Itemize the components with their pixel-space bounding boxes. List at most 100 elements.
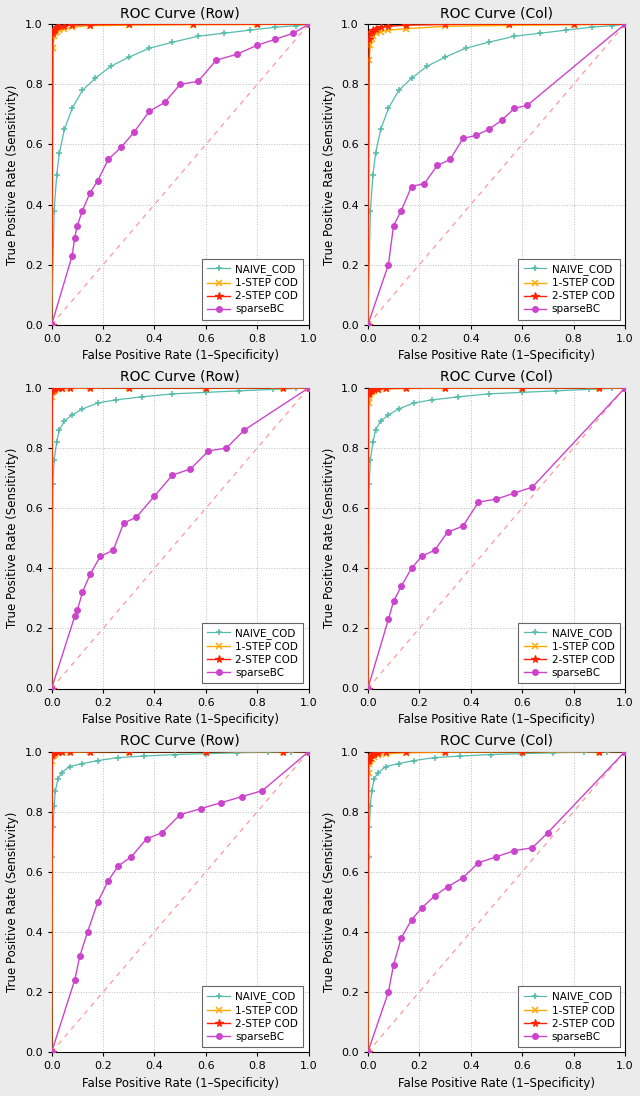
2-STEP COD [368, 384, 376, 397]
2-STEP COD [305, 745, 312, 758]
NAIVE_COD [410, 397, 418, 410]
1-STEP COD [367, 387, 374, 400]
1-STEP COD [506, 19, 513, 32]
1-STEP COD [202, 381, 210, 395]
Line: NAIVE_COD: NAIVE_COD [49, 21, 312, 328]
NAIVE_COD [53, 435, 61, 448]
2-STEP COD [382, 381, 390, 395]
sparseBC [86, 186, 94, 199]
2-STEP COD [368, 747, 376, 761]
2-STEP COD [403, 381, 410, 395]
sparseBC [259, 784, 266, 797]
NAIVE_COD [79, 83, 86, 96]
sparseBC [511, 844, 518, 857]
NAIVE_COD [49, 478, 57, 491]
sparseBC [143, 832, 150, 845]
2-STEP COD [86, 745, 94, 758]
1-STEP COD [305, 18, 312, 31]
sparseBC [446, 153, 454, 167]
2-STEP COD [86, 381, 94, 395]
sparseBC [385, 259, 392, 272]
2-STEP COD [403, 745, 410, 758]
NAIVE_COD [621, 381, 628, 395]
sparseBC [115, 859, 122, 872]
2-STEP COD [365, 751, 373, 764]
2-STEP COD [49, 385, 56, 398]
sparseBC [621, 18, 628, 31]
sparseBC [459, 871, 467, 884]
1-STEP COD [279, 381, 287, 395]
NAIVE_COD [485, 387, 493, 400]
1-STEP COD [51, 747, 58, 761]
Title: ROC Curve (Row): ROC Curve (Row) [120, 7, 240, 20]
sparseBC [431, 889, 438, 902]
1-STEP COD [368, 33, 376, 46]
NAIVE_COD [49, 820, 57, 833]
sparseBC [109, 544, 117, 557]
sparseBC [84, 925, 92, 938]
2-STEP COD [202, 381, 210, 395]
Line: 2-STEP COD: 2-STEP COD [48, 384, 312, 693]
Line: NAIVE_COD: NAIVE_COD [365, 385, 628, 692]
2-STEP COD [595, 381, 603, 395]
NAIVE_COD [385, 102, 392, 115]
sparseBC [474, 495, 482, 509]
1-STEP COD [365, 766, 372, 779]
1-STEP COD [371, 751, 378, 764]
1-STEP COD [365, 54, 373, 67]
sparseBC [305, 381, 312, 395]
1-STEP COD [621, 381, 628, 395]
1-STEP COD [58, 383, 66, 396]
NAIVE_COD [511, 30, 518, 43]
1-STEP COD [385, 24, 392, 37]
NAIVE_COD [608, 19, 616, 32]
sparseBC [459, 520, 467, 533]
NAIVE_COD [461, 42, 469, 55]
1-STEP COD [367, 38, 374, 52]
sparseBC [48, 318, 56, 331]
NAIVE_COD [51, 799, 58, 812]
NAIVE_COD [423, 59, 431, 72]
NAIVE_COD [56, 423, 63, 436]
sparseBC [71, 609, 79, 623]
sparseBC [223, 442, 230, 455]
1-STEP COD [125, 745, 132, 758]
sparseBC [364, 1046, 372, 1059]
sparseBC [205, 444, 212, 457]
sparseBC [130, 126, 138, 139]
sparseBC [48, 682, 56, 695]
2-STEP COD [369, 24, 377, 37]
1-STEP COD [382, 747, 390, 761]
sparseBC [397, 204, 405, 217]
Title: ROC Curve (Row): ROC Curve (Row) [120, 370, 240, 384]
sparseBC [120, 516, 127, 529]
NAIVE_COD [94, 397, 102, 410]
Line: sparseBC: sparseBC [49, 385, 312, 692]
Legend: NAIVE_COD, 1-STEP COD, 2-STEP COD, sparseBC: NAIVE_COD, 1-STEP COD, 2-STEP COD, spars… [202, 259, 303, 320]
1-STEP COD [305, 381, 312, 395]
sparseBC [127, 850, 135, 864]
NAIVE_COD [195, 30, 202, 43]
2-STEP COD [441, 381, 449, 395]
Title: ROC Curve (Col): ROC Curve (Col) [440, 733, 553, 747]
1-STEP COD [86, 19, 94, 32]
2-STEP COD [48, 1046, 56, 1059]
1-STEP COD [374, 384, 382, 397]
2-STEP COD [364, 682, 372, 695]
NAIVE_COD [552, 385, 559, 398]
1-STEP COD [54, 746, 62, 760]
sparseBC [238, 790, 246, 803]
NAIVE_COD [518, 386, 526, 399]
1-STEP COD [403, 381, 410, 395]
NAIVE_COD [56, 147, 63, 160]
Line: 1-STEP COD: 1-STEP COD [49, 749, 312, 1055]
2-STEP COD [125, 381, 132, 395]
2-STEP COD [371, 383, 378, 396]
NAIVE_COD [372, 423, 380, 436]
NAIVE_COD [456, 750, 464, 763]
X-axis label: False Positive Rate (1–Specificity): False Positive Rate (1–Specificity) [82, 713, 278, 726]
2-STEP COD [365, 386, 373, 399]
1-STEP COD [48, 1046, 56, 1059]
NAIVE_COD [441, 50, 449, 64]
2-STEP COD [86, 19, 94, 32]
